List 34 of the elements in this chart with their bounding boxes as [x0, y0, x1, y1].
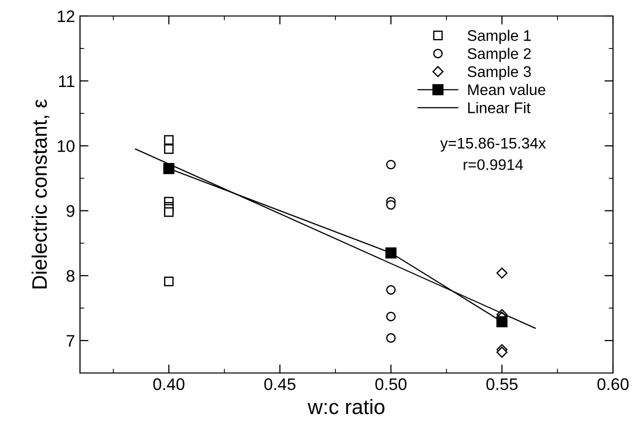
x-tick-label: 0.50: [375, 378, 406, 390]
point: [163, 162, 174, 174]
point: [164, 207, 174, 217]
annotation: r=0.9914: [464, 159, 523, 170]
point: [164, 276, 174, 286]
x-tick-label: 0.40: [153, 378, 184, 390]
x-tick-label: 0.60: [597, 378, 629, 390]
legend-label: Sample 2: [468, 48, 531, 62]
legend-label: Mean value: [468, 84, 546, 96]
y-tick-label: 10: [58, 140, 74, 152]
y-tick-label: 11: [59, 75, 74, 87]
point: [496, 316, 508, 328]
x-axis-title: w:c ratio: [308, 398, 384, 414]
annotation: y=15.86-15.34x: [440, 138, 546, 152]
legend-label: Linear Fit: [468, 102, 531, 114]
y-tick-label: 12: [58, 10, 74, 22]
y-tick-label: 7: [66, 335, 74, 347]
point: [164, 144, 174, 154]
point: [386, 312, 396, 322]
point: [496, 268, 508, 279]
point: [386, 160, 396, 170]
y-axis-title: Dielectric constant, ε: [32, 99, 50, 288]
point: [386, 285, 396, 295]
legend-label: Sample 3: [468, 66, 531, 80]
point: [385, 247, 396, 258]
y-tick-label: 9: [66, 205, 74, 217]
x-tick-label: 0.55: [486, 378, 518, 390]
y-tick-label: 8: [66, 270, 74, 282]
point: [496, 346, 508, 358]
point: [386, 200, 396, 210]
point: [386, 333, 396, 343]
point: [164, 135, 174, 145]
x-tick-label: 0.45: [264, 378, 296, 390]
legend-label: Sample 1: [468, 30, 531, 44]
